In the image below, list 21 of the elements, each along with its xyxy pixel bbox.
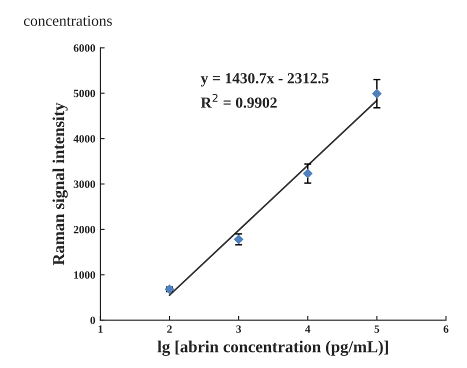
y-tick-label: 5000 [74, 90, 96, 98]
y-tick-label: 3000 [74, 180, 96, 188]
y-tick-label: 6000 [74, 44, 96, 52]
y-axis-title: Raman signal intensity [52, 102, 68, 266]
y-tick-label: 0 [90, 316, 96, 324]
x-tick-label: 6 [444, 325, 448, 333]
x-tick-label: 1 [98, 325, 103, 333]
x-tick-label: 4 [305, 325, 310, 333]
y-tick-label: 1000 [74, 271, 96, 279]
annotation: R$^{2}$ = 0.9902 [200, 94, 277, 108]
x-tick-label: 5 [374, 325, 380, 333]
point [234, 234, 244, 244]
annotation: y = 1430.7x - 2312.5 [200, 73, 328, 87]
x-axis-title: lg [abrin concentration (pg/mL)] [158, 340, 388, 356]
x-tick-label: 2 [167, 325, 172, 333]
point [303, 168, 312, 178]
x-tick-label: 3 [236, 325, 242, 333]
point [372, 89, 382, 98]
chart-title: concentrations [24, 16, 112, 26]
y-tick-label: 2000 [74, 226, 96, 234]
y-tick-label: 4000 [73, 135, 96, 143]
